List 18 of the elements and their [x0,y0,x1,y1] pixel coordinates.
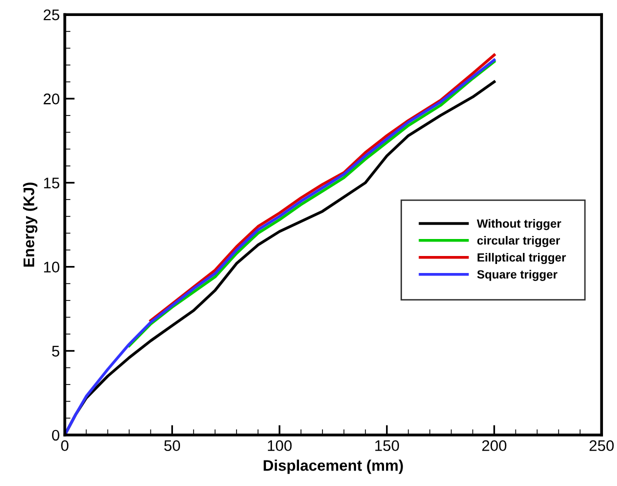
x-tick-label: 50 [164,440,180,452]
legend-label: Without trigger [476,219,562,230]
x-tick-label: 100 [268,440,292,452]
y-tick-label: 0 [52,430,60,441]
legend-label: Square trigger [477,270,558,281]
y-tick-label: 10 [44,262,60,272]
x-tick-label: 150 [375,440,400,452]
y-tick-label: 5 [52,346,60,357]
x-tick-label: 250 [590,440,614,452]
x-tick-label: 0 [61,440,68,452]
y-tick-label: 15 [44,178,60,188]
y-tick-label: 20 [44,94,60,104]
legend-label: Eillptical trigger [478,252,566,264]
y-tick-label: 25 [44,9,60,20]
y-axis-title: Energy (KJ) [23,182,38,267]
x-tick-label: 200 [482,440,506,452]
legend-label: circular trigger [477,236,560,248]
x-axis-title: Displacement (mm) [264,460,403,474]
